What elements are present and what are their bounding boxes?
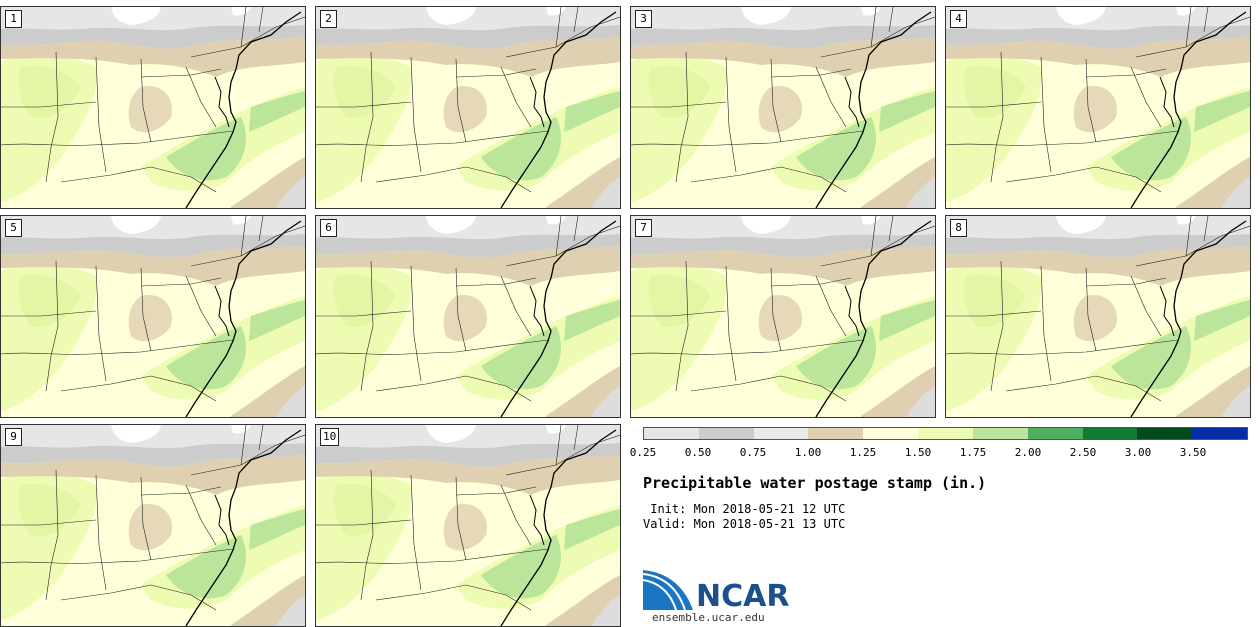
colorbar-tick-label: 1.50 xyxy=(904,446,932,459)
ensemble-member-map-5: 5 xyxy=(0,215,306,418)
colorbar-tick-label: 1.25 xyxy=(849,446,877,459)
member-label: 7 xyxy=(635,219,652,237)
ncar-logo-icon xyxy=(643,570,693,611)
colorbar-tick-label: 3.00 xyxy=(1124,446,1152,459)
member-label: 6 xyxy=(320,219,337,237)
colorbar-swatch xyxy=(1192,428,1247,439)
member-label: 3 xyxy=(635,10,652,28)
colorbar-tick-label: 0.50 xyxy=(684,446,712,459)
precipitable-water-map xyxy=(631,216,935,417)
colorbar-swatch xyxy=(698,428,754,439)
member-label: 2 xyxy=(320,10,337,28)
colorbar-tick-label: 2.00 xyxy=(1014,446,1042,459)
precipitable-water-map xyxy=(316,7,620,208)
ensemble-member-map-7: 7 xyxy=(630,215,936,418)
logo-text: NCAR xyxy=(696,579,790,614)
colorbar-swatch xyxy=(1137,428,1193,439)
member-label: 4 xyxy=(950,10,967,28)
ensemble-member-map-4: 4 xyxy=(945,6,1251,209)
colorbar-swatch xyxy=(753,428,809,439)
precipitable-water-map xyxy=(1,7,305,208)
member-label: 5 xyxy=(5,219,22,237)
ensemble-member-map-6: 6 xyxy=(315,215,621,418)
colorbar-tick-label: 0.75 xyxy=(739,446,767,459)
precipitable-water-map xyxy=(946,216,1250,417)
colorbar-swatch xyxy=(644,428,699,439)
website-link[interactable]: ensemble.ucar.edu xyxy=(652,611,765,624)
member-label: 8 xyxy=(950,219,967,237)
precipitable-water-map xyxy=(316,425,620,626)
init-time: Init: Mon 2018-05-21 12 UTC xyxy=(643,502,846,516)
colorbar-swatch xyxy=(863,428,919,439)
ensemble-member-map-1: 1 xyxy=(0,6,306,209)
ensemble-member-map-3: 3 xyxy=(630,6,936,209)
precipitable-water-map xyxy=(946,7,1250,208)
ensemble-member-map-9: 9 xyxy=(0,424,306,627)
colorbar-tick-label: 1.00 xyxy=(794,446,822,459)
precipitable-water-map xyxy=(1,216,305,417)
colorbar-swatch xyxy=(918,428,973,439)
colorbar xyxy=(643,427,1248,440)
colorbar-swatch xyxy=(1082,428,1138,439)
precipitable-water-map xyxy=(631,7,935,208)
plot-title: Precipitable water postage stamp (in.) xyxy=(643,474,987,492)
precipitable-water-map xyxy=(316,216,620,417)
ensemble-member-map-2: 2 xyxy=(315,6,621,209)
colorbar-tick-label: 1.75 xyxy=(959,446,987,459)
colorbar-swatch xyxy=(1027,428,1083,439)
member-label: 9 xyxy=(5,428,22,446)
member-label: 10 xyxy=(320,428,340,446)
colorbar-ticks: 0.25 0.50 0.75 1.00 1.25 1.50 1.75 2.00 2.50 3.00… xyxy=(630,446,1248,460)
ensemble-member-map-8: 8 xyxy=(945,215,1251,418)
colorbar-swatch xyxy=(972,428,1028,439)
colorbar-tick-label: 0.25 xyxy=(629,446,657,459)
colorbar-tick-label: 2.50 xyxy=(1069,446,1097,459)
colorbar-tick-label: 3.50 xyxy=(1179,446,1207,459)
member-label: 1 xyxy=(5,10,22,28)
ensemble-member-map-10: 10 xyxy=(315,424,621,627)
precipitable-water-map xyxy=(1,425,305,626)
valid-time: Valid: Mon 2018-05-21 13 UTC xyxy=(643,517,846,531)
colorbar-swatch xyxy=(808,428,864,439)
